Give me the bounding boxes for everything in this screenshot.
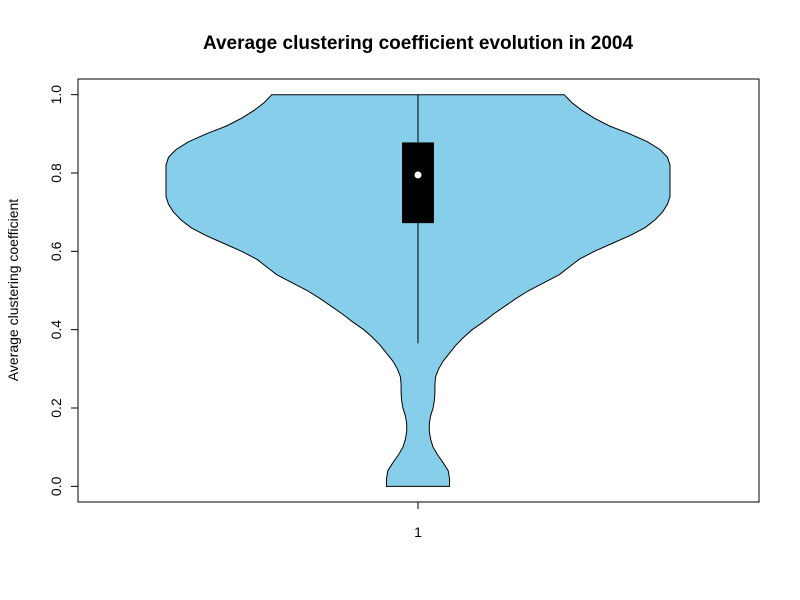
iqr-box bbox=[402, 142, 434, 224]
y-tick-label: 1.0 bbox=[48, 85, 64, 105]
y-tick-label: 0.4 bbox=[48, 320, 64, 340]
y-axis: 0.0 0.2 0.4 0.6 0.8 1.0 bbox=[48, 85, 78, 496]
y-tick-label: 0.2 bbox=[48, 398, 64, 418]
x-axis: 1 bbox=[414, 502, 422, 540]
y-tick-label: 0.6 bbox=[48, 241, 64, 261]
y-axis-label: Average clustering coefficient bbox=[5, 199, 21, 381]
y-tick-label: 0.8 bbox=[48, 163, 64, 183]
box-layer bbox=[402, 94, 434, 344]
y-tick-label: 0.0 bbox=[48, 476, 64, 496]
chart-title: Average clustering coefficient evolution… bbox=[203, 33, 634, 54]
x-tick-label: 1 bbox=[414, 524, 422, 540]
median-point bbox=[414, 171, 422, 179]
